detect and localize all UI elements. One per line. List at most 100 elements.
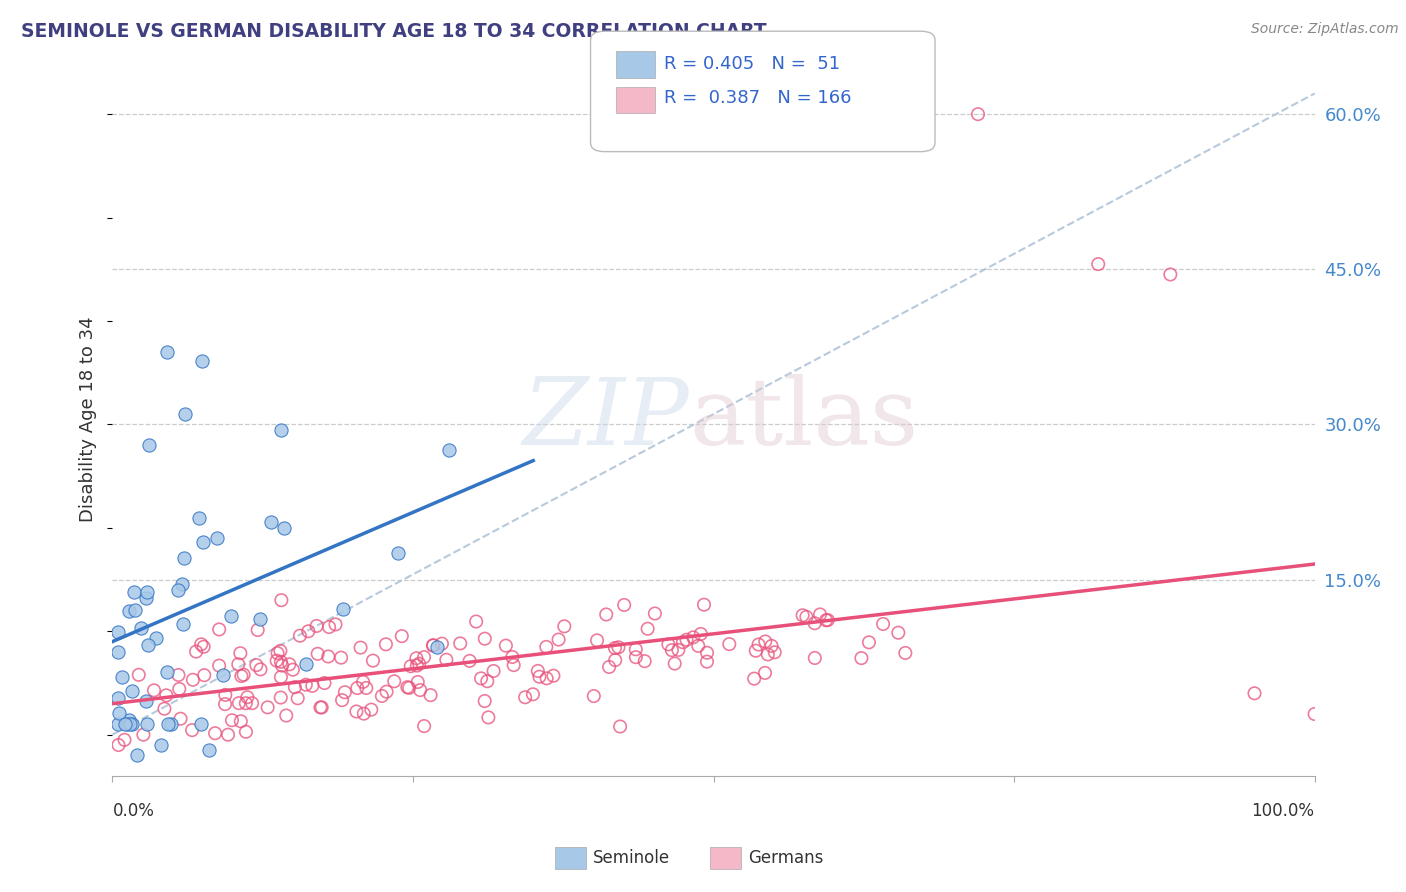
- Point: [792, 608, 814, 623]
- Point: [482, 664, 505, 678]
- Point: [128, 668, 150, 682]
- Point: [371, 689, 394, 703]
- Point: [107, 645, 129, 659]
- Point: [391, 629, 413, 643]
- Point: [360, 703, 382, 717]
- Point: [356, 681, 378, 695]
- Point: [634, 654, 657, 668]
- Point: [193, 668, 215, 682]
- Y-axis label: Disability Age 18 to 34: Disability Age 18 to 34: [79, 317, 97, 522]
- Point: [121, 717, 143, 731]
- Point: [817, 613, 839, 627]
- Point: [689, 627, 711, 641]
- Point: [208, 658, 231, 673]
- Point: [305, 619, 328, 633]
- Point: [474, 632, 496, 646]
- Point: [408, 657, 430, 671]
- Point: [169, 681, 191, 696]
- Point: [522, 687, 544, 701]
- Point: [170, 577, 193, 591]
- Point: [470, 672, 492, 686]
- Point: [318, 620, 340, 634]
- Point: [547, 632, 569, 647]
- Point: [191, 354, 214, 368]
- Point: [513, 690, 536, 705]
- Point: [387, 546, 409, 560]
- Point: [231, 669, 253, 683]
- Point: [693, 598, 716, 612]
- Point: [193, 640, 215, 654]
- Point: [132, 728, 155, 742]
- Point: [696, 655, 718, 669]
- Point: [235, 724, 257, 739]
- Point: [214, 697, 236, 711]
- Point: [122, 585, 145, 599]
- Point: [278, 657, 301, 672]
- Point: [114, 717, 136, 731]
- Point: [229, 646, 252, 660]
- Point: [1159, 268, 1181, 282]
- Text: R = 0.405   N =  51: R = 0.405 N = 51: [664, 55, 839, 73]
- Point: [118, 604, 141, 618]
- Point: [529, 670, 551, 684]
- Point: [115, 717, 138, 731]
- Point: [270, 655, 292, 669]
- Point: [754, 634, 776, 648]
- Point: [330, 693, 353, 707]
- Point: [808, 607, 831, 622]
- Point: [172, 616, 194, 631]
- Point: [657, 637, 679, 651]
- Point: [422, 638, 444, 652]
- Point: [219, 608, 242, 623]
- Point: [1243, 686, 1265, 700]
- Point: [149, 738, 172, 752]
- Point: [153, 702, 176, 716]
- Point: [495, 639, 517, 653]
- Point: [156, 665, 179, 679]
- Point: [422, 639, 444, 653]
- Point: [107, 690, 129, 705]
- Text: atlas: atlas: [689, 375, 918, 464]
- Point: [145, 631, 167, 645]
- Point: [266, 646, 288, 660]
- Point: [426, 640, 449, 654]
- Point: [270, 593, 292, 607]
- Text: 100.0%: 100.0%: [1251, 802, 1315, 820]
- Point: [256, 700, 278, 714]
- Point: [266, 654, 288, 668]
- Point: [637, 622, 659, 636]
- Point: [240, 696, 263, 710]
- Point: [217, 728, 239, 742]
- Point: [121, 684, 143, 698]
- Point: [804, 651, 827, 665]
- Point: [249, 612, 271, 626]
- Point: [269, 644, 291, 658]
- Point: [598, 660, 620, 674]
- Point: [169, 712, 191, 726]
- Point: [288, 629, 311, 643]
- Point: [607, 640, 630, 655]
- Point: [314, 676, 336, 690]
- Point: [330, 650, 353, 665]
- Point: [872, 617, 894, 632]
- Point: [624, 642, 647, 657]
- Point: [138, 638, 160, 652]
- Point: [742, 672, 765, 686]
- Point: [307, 647, 329, 661]
- Point: [287, 691, 309, 706]
- Point: [273, 521, 295, 535]
- Point: [155, 345, 177, 359]
- Point: [361, 654, 384, 668]
- Point: [675, 632, 697, 647]
- Point: [375, 684, 398, 698]
- Point: [858, 635, 880, 649]
- Point: [967, 107, 990, 121]
- Point: [281, 663, 304, 677]
- Point: [246, 623, 269, 637]
- Point: [190, 717, 212, 731]
- Point: [155, 689, 177, 703]
- Point: [136, 717, 159, 731]
- Text: ZIP: ZIP: [523, 375, 689, 464]
- Point: [661, 643, 683, 657]
- Point: [465, 615, 488, 629]
